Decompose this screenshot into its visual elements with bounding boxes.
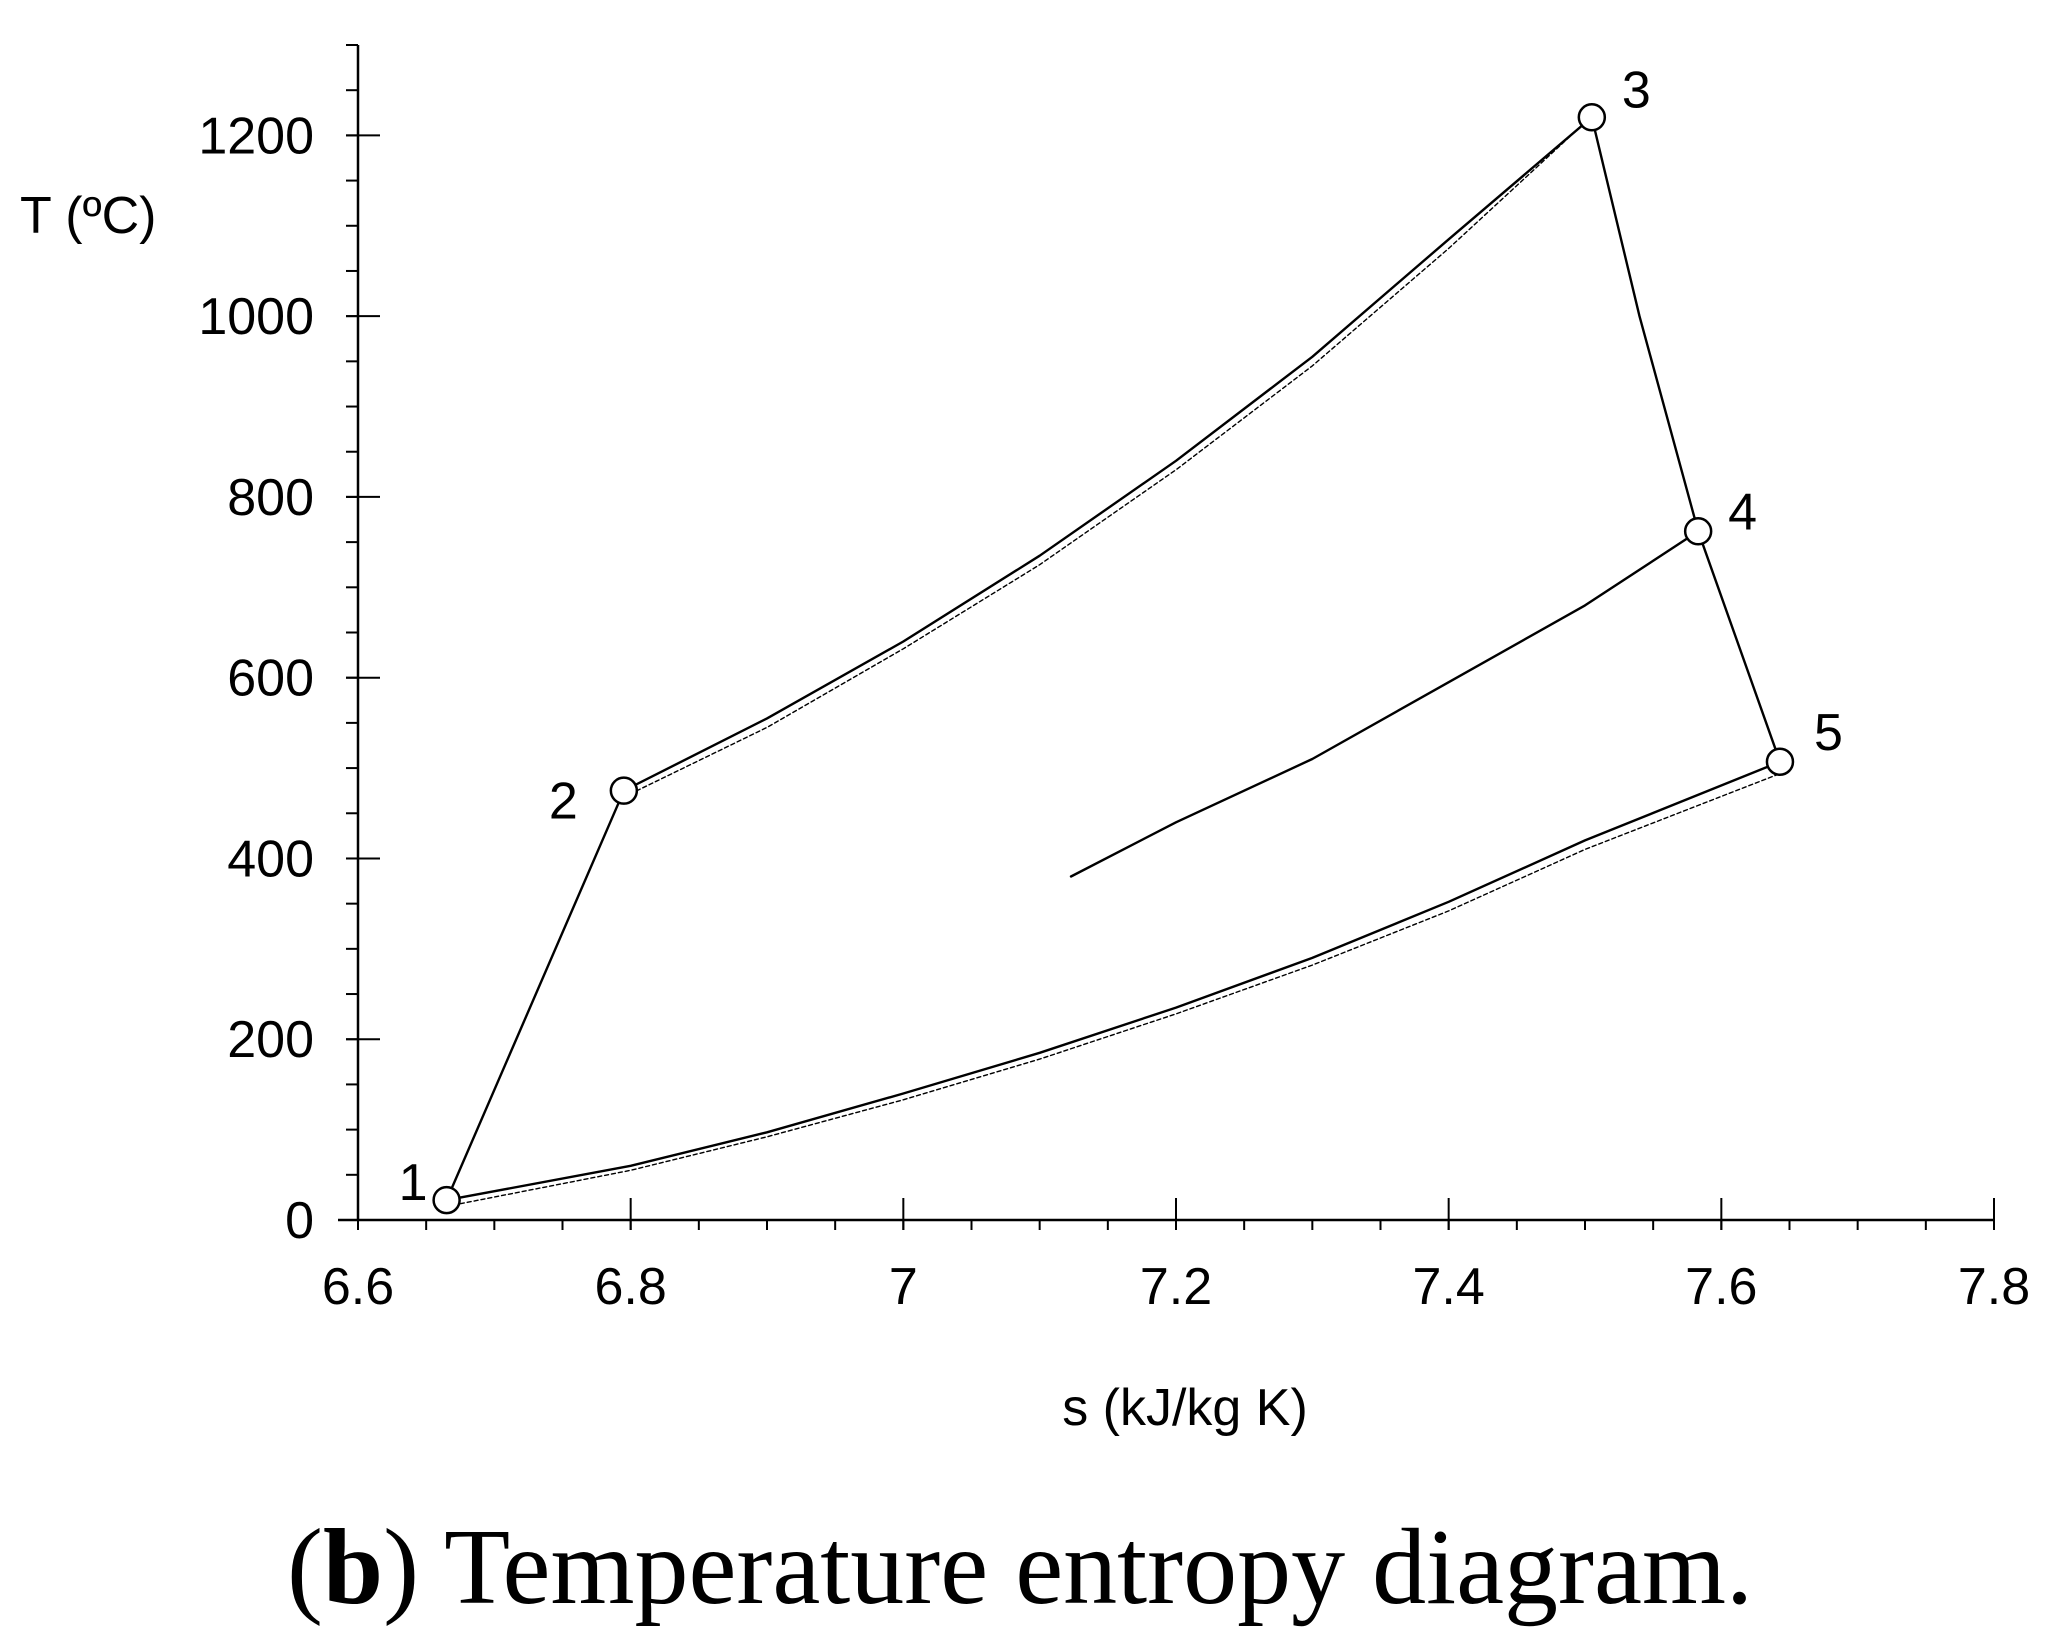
state-point-label: 2 xyxy=(549,773,578,831)
y-tick-label: 400 xyxy=(227,830,314,888)
y-tick-label: 200 xyxy=(227,1011,314,1069)
state-points: 1 2 3 4 5 xyxy=(399,61,1843,1215)
x-tick-label: 7.8 xyxy=(1958,1258,2030,1316)
state-point-marker xyxy=(1683,517,1713,546)
process-curve xyxy=(622,116,1594,792)
process-curve-dotted xyxy=(445,769,1791,1208)
y-tick-label: 800 xyxy=(227,469,314,527)
process-curve-dotted xyxy=(623,109,1600,798)
state-point-marker xyxy=(1765,747,1795,776)
state-point-label: 4 xyxy=(1728,483,1757,541)
process-curve xyxy=(1590,116,1700,533)
state-point-label: 5 xyxy=(1814,704,1843,762)
state-point-label: 1 xyxy=(399,1154,428,1212)
state-point-marker xyxy=(1577,103,1607,132)
process-curves xyxy=(445,109,1791,1208)
x-tick-label: 6.6 xyxy=(322,1258,394,1316)
state-point-marker xyxy=(609,776,639,805)
axes xyxy=(338,45,1994,1222)
process-curve xyxy=(1069,530,1700,878)
x-axis-title: s (kJ/kg K) xyxy=(1062,1379,1308,1437)
tick-labels: 6.6 6.8 7 7.2 7.4 7.6 7.8 0 200 400 600 800 1000 1200 xyxy=(198,107,2030,1316)
y-tick-label: 600 xyxy=(227,650,314,708)
y-axis-title: T (ºC) xyxy=(20,187,156,245)
x-tick-label: 7 xyxy=(889,1258,918,1316)
axis-ticks xyxy=(346,44,1995,1230)
y-tick-label: 0 xyxy=(285,1192,314,1250)
x-tick-label: 7.2 xyxy=(1140,1258,1212,1316)
state-point-marker xyxy=(432,1185,461,1215)
x-tick-label: 6.8 xyxy=(595,1258,667,1316)
process-curve xyxy=(1696,530,1782,763)
state-point-label: 3 xyxy=(1622,61,1651,119)
x-tick-label: 7.6 xyxy=(1685,1258,1757,1316)
y-tick-label: 1000 xyxy=(198,288,314,346)
process-curve xyxy=(445,760,1782,1202)
figure-caption: (b) Temperature entropy diagram. xyxy=(287,1508,1753,1627)
y-tick-label: 1200 xyxy=(198,107,314,165)
process-curve xyxy=(445,789,626,1202)
x-tick-label: 7.4 xyxy=(1413,1258,1485,1316)
